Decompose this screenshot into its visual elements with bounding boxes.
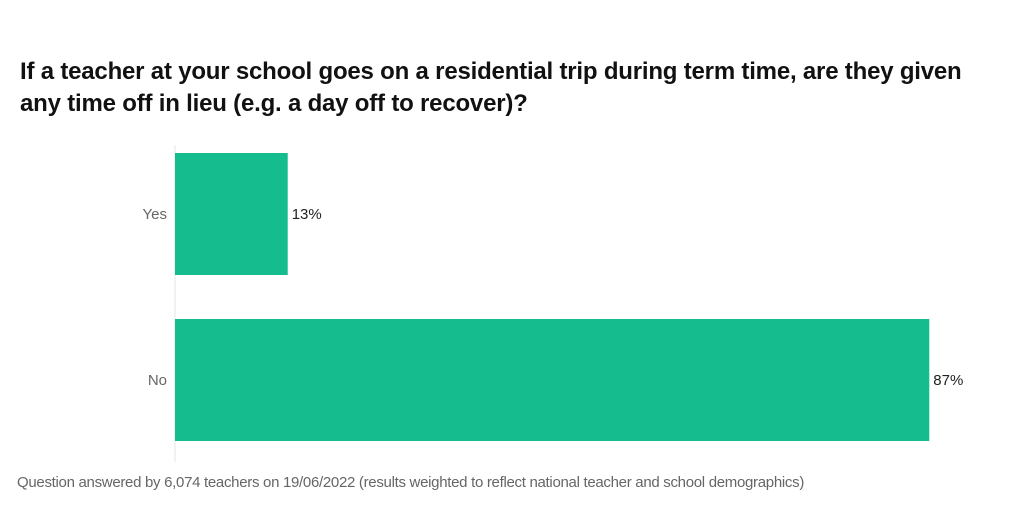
category-label-no: No	[148, 372, 167, 389]
data-label-no: 87%	[933, 372, 963, 389]
data-label-yes: 13%	[292, 206, 322, 223]
bar-no	[175, 319, 930, 441]
category-label-yes: Yes	[143, 206, 167, 223]
bar-yes	[175, 153, 288, 275]
footnote: Question answered by 6,074 teachers on 1…	[17, 474, 805, 491]
chart-title: If a teacher at your school goes on a re…	[20, 58, 962, 117]
